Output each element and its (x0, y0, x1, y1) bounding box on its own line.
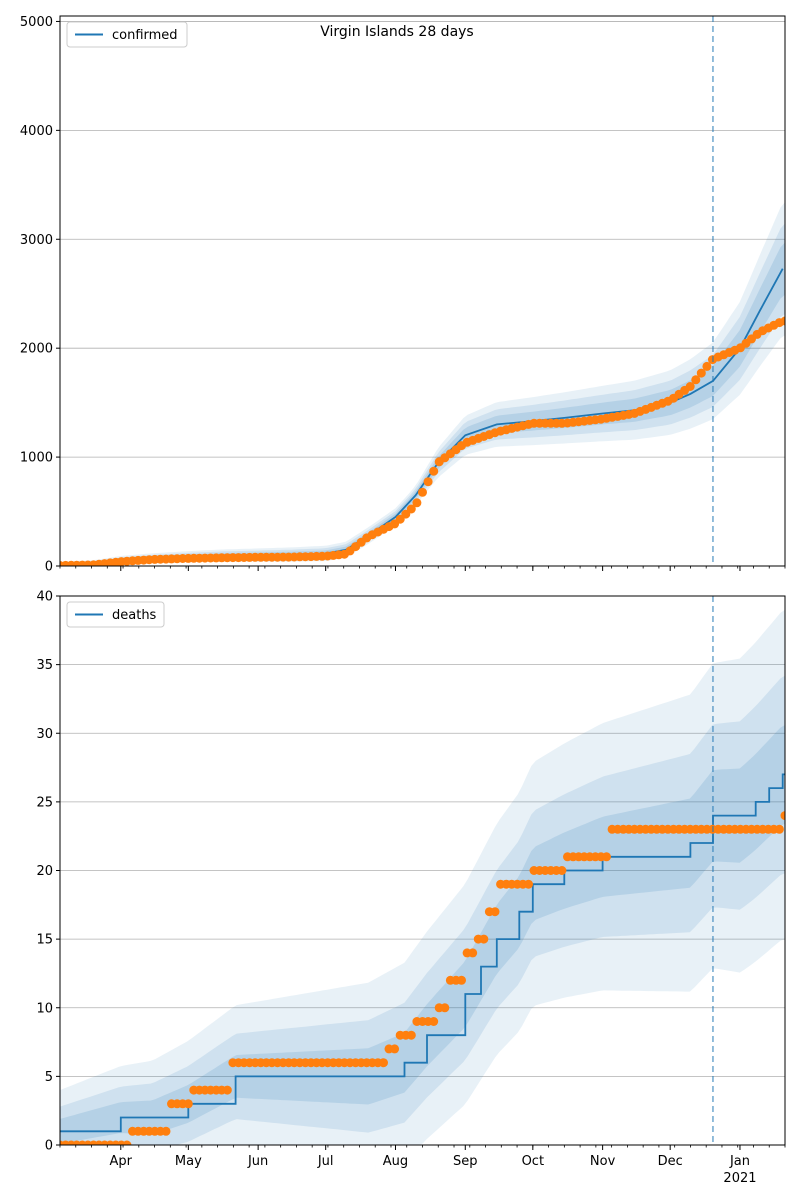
observed-point (423, 477, 433, 487)
x-tick-label: Jun (247, 1154, 268, 1169)
observed-point (222, 1085, 232, 1095)
y-tick-label: 1000 (20, 451, 53, 466)
observed-point (774, 824, 784, 834)
observed-point (457, 975, 466, 985)
legend-label: confirmed (112, 28, 178, 43)
y-tick-label: 10 (36, 1001, 53, 1016)
y-tick-label: 25 (36, 795, 53, 810)
legend-box (66, 601, 165, 628)
observed-point (780, 811, 785, 821)
observed-point (468, 948, 478, 958)
observed-point (406, 1030, 416, 1040)
observed-point (524, 879, 533, 889)
y-tick-label: 3000 (20, 233, 53, 248)
y-tick-label: 20 (36, 864, 53, 879)
observed-point (440, 1003, 450, 1013)
confirmed-panel: 0 1000 2000 3000 4000 5000 confirmed Virgin Isl… (20, 15, 786, 575)
observed-point (490, 907, 500, 917)
y-tick-label: 35 (36, 658, 53, 673)
uncertainty-band (60, 725, 785, 1144)
chart-title: Virgin Islands 28 days (320, 24, 473, 40)
observed-point (161, 1126, 171, 1136)
uncertainty-band (60, 242, 785, 566)
observed-point (602, 852, 611, 862)
y-tick-label: 5 (45, 1070, 53, 1085)
observed-point (390, 1044, 400, 1054)
observed-point (418, 487, 427, 497)
x-tick-label: Dec (658, 1154, 683, 1169)
y-tick-label: 0 (45, 1139, 53, 1154)
y-tick-label: 15 (36, 933, 53, 948)
uncertainty-band (60, 675, 785, 1145)
x-tick-label: Jan (729, 1154, 750, 1169)
deaths-panel: 0 5 10 15 20 25 30 35 40 Apr May Jun Jul Aug Sep Oct Nov… (36, 590, 786, 1186)
legend-label: deaths (112, 608, 157, 623)
observed-point (406, 504, 416, 514)
observed-point (685, 382, 695, 391)
y-tick-label: 30 (36, 727, 53, 742)
x-tick-label: Nov (590, 1154, 616, 1169)
y-tick-label: 0 (45, 560, 53, 575)
observed-point (691, 375, 701, 385)
observed-point (702, 361, 712, 371)
y-tick-label: 4000 (20, 124, 53, 139)
observed-point (122, 1140, 132, 1145)
observed-point (557, 866, 567, 875)
observed-point (479, 934, 489, 944)
legend-box (66, 21, 188, 48)
x-tick-label: Apr (110, 1154, 133, 1169)
x-tick-label: Aug (383, 1154, 408, 1169)
uncertainty-band (60, 223, 785, 566)
y-tick-label: 40 (36, 590, 53, 605)
x-tick-label: Sep (453, 1154, 478, 1169)
x-tick-label: Jul (317, 1154, 334, 1169)
observed-point (696, 368, 706, 378)
observed-point (379, 1058, 388, 1068)
series-line-deaths (60, 773, 785, 1133)
x-tick-label: May (175, 1154, 202, 1169)
x-tick-year-label: 2021 (723, 1171, 756, 1186)
y-tick-label: 2000 (20, 342, 53, 357)
x-tick-label: Oct (522, 1154, 544, 1169)
uncertainty-band (60, 609, 785, 1145)
y-tick-label: 5000 (20, 15, 53, 30)
observed-point (780, 316, 785, 326)
observed-point (429, 466, 439, 476)
observed-point (183, 1099, 193, 1109)
observed-point (429, 1017, 439, 1026)
observed-point (412, 498, 422, 508)
